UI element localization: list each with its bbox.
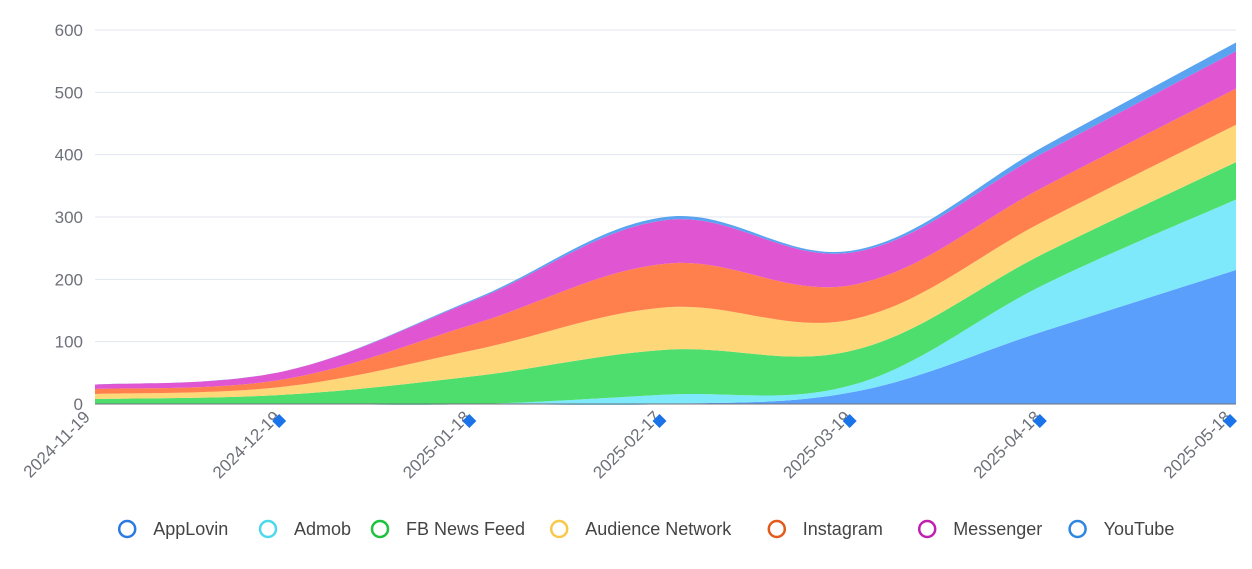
y-tick-label: 0 [74, 395, 83, 414]
x-tick-label: 2025-03-19 [780, 407, 855, 482]
legend-marker-icon [549, 519, 569, 539]
y-tick-label: 500 [55, 83, 83, 102]
x-tick-label: 2025-05-18 [1160, 407, 1235, 482]
series-areas [95, 42, 1236, 405]
x-tick-label: 2025-01-18 [399, 407, 474, 482]
y-tick-label: 100 [55, 333, 83, 352]
legend-label: FB News Feed [406, 519, 525, 539]
area-audience-network[interactable] [95, 124, 1236, 400]
legend-marker-icon [258, 519, 278, 539]
tick-marker-diamond[interactable] [272, 414, 287, 428]
y-tick-label: 300 [55, 208, 83, 227]
tick-marker-diamond[interactable] [462, 414, 477, 428]
legend-marker-icon [917, 519, 937, 539]
legend-label: Audience Network [585, 519, 732, 539]
legend-label: Instagram [803, 519, 883, 539]
x-tick-label: 2025-04-18 [970, 407, 1045, 482]
tick-marker-diamond[interactable] [1223, 414, 1237, 428]
legend-marker-icon [370, 519, 390, 539]
legend-marker-icon [1068, 519, 1087, 539]
y-tick-label: 200 [55, 270, 83, 289]
area-admob[interactable] [95, 199, 1236, 405]
x-tick-label: 2024-12-19 [209, 407, 284, 482]
legend-item-fb-news-feed[interactable]: FB News Feed [370, 519, 525, 539]
legend[interactable]: AppLovin Admob FB News Feed Audience Networ… [117, 519, 1175, 539]
tick-marker-diamond[interactable] [1032, 414, 1047, 428]
tick-marker-diamond[interactable] [842, 414, 857, 428]
x-tick-label: 2025-02-17 [589, 407, 664, 482]
legend-item-audience-network[interactable]: Audience Network [549, 519, 732, 539]
legend-item-messenger[interactable]: Messenger [917, 519, 1042, 539]
area-applovin[interactable] [95, 269, 1236, 405]
legend-item-youtube[interactable]: YouTube [1068, 519, 1175, 539]
legend-label: Messenger [953, 519, 1042, 539]
legend-label: AppLovin [153, 519, 228, 539]
legend-marker-icon [117, 519, 137, 539]
y-tick-label: 600 [55, 21, 83, 40]
area-fb-news-feed[interactable] [95, 162, 1236, 405]
area-instagram[interactable] [95, 88, 1236, 395]
x-tick-label: 2024-11-19 [20, 407, 94, 481]
legend-label: YouTube [1104, 519, 1175, 539]
legend-item-admob[interactable]: Admob [258, 519, 351, 539]
legend-item-instagram[interactable]: Instagram [767, 519, 883, 539]
y-tick-label: 400 [55, 146, 83, 165]
legend-marker-icon [767, 519, 787, 539]
legend-item-applovin[interactable]: AppLovin [117, 519, 228, 539]
legend-label: Admob [294, 519, 351, 539]
tick-marker-diamond[interactable] [652, 414, 667, 428]
